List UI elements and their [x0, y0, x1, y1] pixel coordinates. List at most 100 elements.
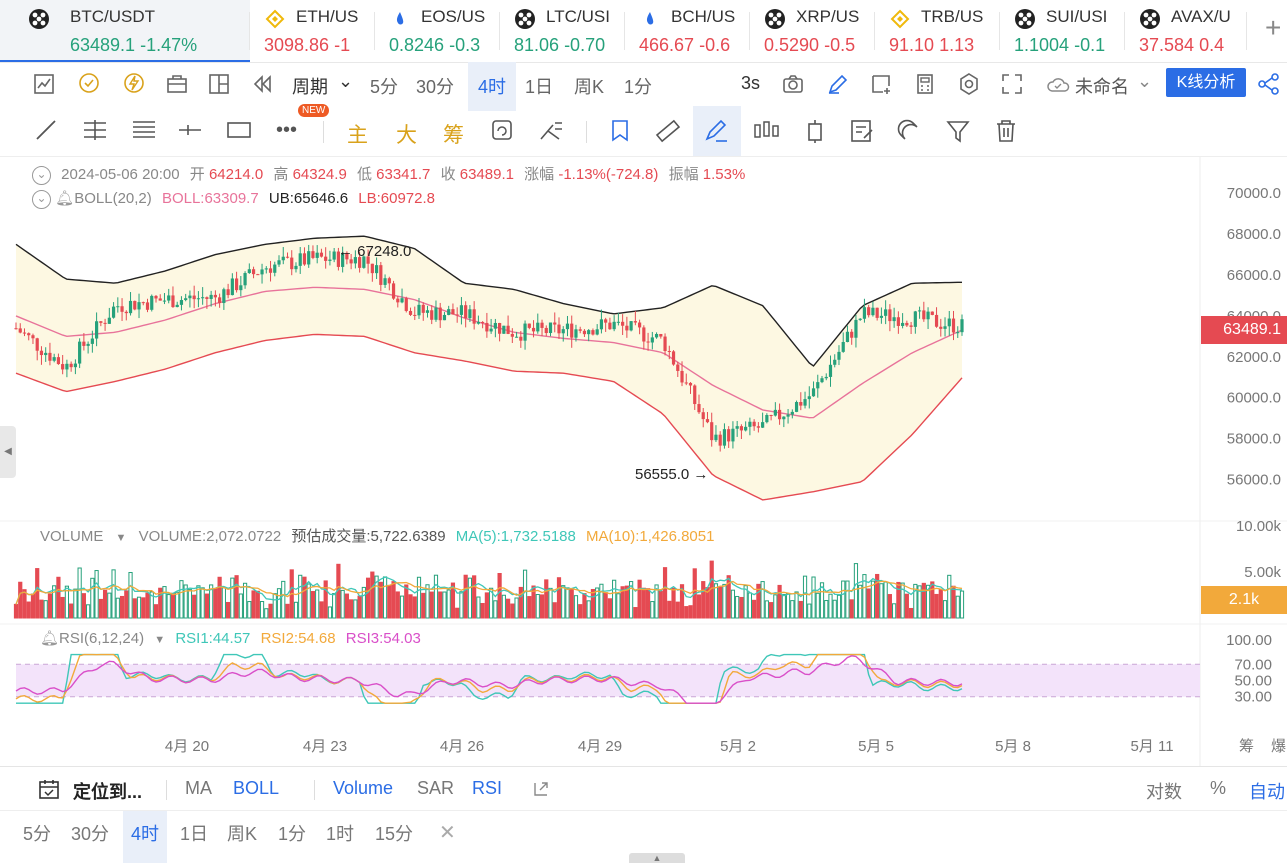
interval-3[interactable]: 1日 [525, 77, 554, 97]
trash-icon[interactable] [992, 117, 1020, 145]
single-candle-icon[interactable] [802, 117, 828, 145]
bottom-interval-3[interactable]: 1日 [180, 824, 209, 844]
camera-icon[interactable] [781, 72, 805, 96]
fullscreen-icon[interactable] [1000, 72, 1024, 96]
kline-chart[interactable]: 70000.068000.066000.064000.062000.060000… [0, 156, 1287, 766]
volume-toggle[interactable]: Volume [333, 778, 394, 798]
refresh-rate[interactable]: 3s [741, 73, 761, 93]
candle-body [642, 327, 646, 342]
more-tools-icon[interactable]: ••• [276, 119, 298, 141]
boll-name[interactable]: BOLL(20,2) [74, 190, 152, 207]
bottom-interval-7[interactable]: 15分 [375, 824, 414, 844]
horizontal-ray-icon[interactable] [176, 117, 204, 143]
external-link-icon[interactable] [532, 780, 550, 798]
line-chart-icon[interactable] [32, 72, 56, 96]
interval-0[interactable]: 5分 [370, 77, 399, 97]
ticker-price: 81.06 -0.70 [514, 35, 605, 56]
pencil-icon[interactable] [826, 72, 850, 96]
rsi-name[interactable]: RSI(6,12,24) [59, 630, 145, 647]
clock-indicator-icon[interactable] [77, 71, 101, 95]
ticker-item[interactable]: EOS/US 0.8246 -0.3 [375, 0, 500, 62]
rectangle-icon[interactable] [225, 117, 253, 143]
price-axis-label: 56000.0 [1227, 472, 1281, 489]
sidebar-toggle-icon[interactable]: ◀ [0, 426, 16, 478]
ticker-item[interactable]: ETH/US 3098.86 -1 [250, 0, 375, 62]
candle-tool-icon[interactable] [751, 117, 781, 145]
bottom-interval-1[interactable]: 30分 [71, 824, 110, 844]
bookmark-icon[interactable] [607, 117, 635, 145]
candle-body [78, 341, 82, 364]
briefcase-icon[interactable] [165, 72, 189, 96]
volume-bar [730, 589, 736, 619]
calculator-icon[interactable] [913, 72, 937, 96]
settings-icon[interactable] [957, 72, 981, 96]
rewind-icon[interactable] [251, 72, 275, 96]
ticker-item[interactable]: SUI/USI 1.1004 -0.1 [1000, 0, 1125, 62]
brush-icon[interactable] [702, 117, 730, 145]
ticker-item[interactable]: TRB/US 91.10 1.13 [875, 0, 1000, 62]
collapse-boll-icon[interactable]: ⌄ [32, 189, 51, 209]
bottom-interval-4[interactable]: 周K [227, 824, 258, 844]
edit-note-icon[interactable] [848, 117, 876, 145]
lightning-icon[interactable] [122, 71, 146, 95]
ruler-icon[interactable] [654, 117, 682, 145]
chevron-down-icon[interactable]: ⌄ [338, 71, 354, 91]
share-icon[interactable] [1256, 71, 1282, 97]
percent-scale-toggle[interactable]: % [1210, 778, 1227, 798]
interval-5[interactable]: 1分 [624, 77, 653, 97]
ticker-item[interactable]: AVAX/U 37.584 0.4 [1125, 0, 1247, 62]
cloud-icon[interactable] [1045, 73, 1071, 95]
volume-bar [489, 587, 494, 619]
ma-toggle[interactable]: MA [185, 778, 212, 798]
layout-name[interactable]: 未命名 [1075, 77, 1129, 97]
parallel-lines-icon[interactable] [81, 117, 109, 143]
bottom-interval-0[interactable]: 5分 [23, 824, 52, 844]
calendar-icon[interactable] [37, 777, 61, 801]
eos-icon [389, 8, 411, 30]
main-force-button[interactable]: 主 [347, 124, 368, 147]
expand-panel-icon[interactable]: ▲ [629, 853, 685, 863]
interval-1[interactable]: 30分 [416, 77, 455, 97]
chip-button[interactable]: 筹 [443, 124, 464, 147]
rsi-dropdown-icon[interactable]: ▼ [154, 634, 166, 646]
bottom-interval-2[interactable]: 4时 [123, 811, 168, 863]
trend-line-icon[interactable] [33, 117, 59, 143]
horizontal-lines-icon[interactable] [130, 117, 158, 143]
replay-icon[interactable] [489, 117, 515, 143]
boll-toggle[interactable]: BOLL [233, 778, 280, 798]
add-window-icon[interactable] [869, 72, 893, 96]
rsi-toggle[interactable]: RSI [472, 778, 503, 798]
collapse-legend-icon[interactable]: ⌄ [32, 165, 51, 185]
add-ticker-icon[interactable]: + [1265, 12, 1282, 43]
locate-button[interactable]: 定位到... [73, 782, 143, 802]
alarm-bell-icon[interactable]: 🔔︎ [55, 190, 75, 207]
volume-bar [620, 586, 625, 619]
layout-icon[interactable] [207, 72, 231, 96]
interval-4[interactable]: 周K [574, 77, 605, 97]
volume-name[interactable]: VOLUME [40, 528, 104, 545]
ticker-item[interactable]: BCH/US 466.67 -0.6 [625, 0, 750, 62]
volume-bar [781, 594, 786, 619]
period-selector[interactable]: 周期 [292, 77, 328, 97]
candle-body [82, 341, 86, 346]
rsi-bell-icon[interactable]: 🔔︎ [40, 630, 60, 647]
close-icon[interactable]: ✕ [439, 822, 456, 844]
ticker-price: 466.67 -0.6 [639, 35, 730, 56]
interval-2[interactable]: 4时 [468, 62, 517, 111]
big-order-button[interactable]: 大 [396, 124, 417, 147]
kline-analysis-button[interactable]: K线分析 [1166, 68, 1246, 97]
layout-chevron-icon[interactable]: ⌄ [1137, 71, 1153, 91]
volume-dropdown-icon[interactable]: ▼ [115, 532, 127, 544]
magnet-icon[interactable] [895, 117, 923, 145]
ticker-item[interactable]: LTC/USI 81.06 -0.70 [500, 0, 625, 62]
bottom-interval-5[interactable]: 1分 [278, 824, 307, 844]
filter-icon[interactable] [944, 117, 972, 145]
bottom-interval-6[interactable]: 1时 [326, 824, 355, 844]
ticker-item[interactable]: XRP/US 0.5290 -0.5 [750, 0, 875, 62]
log-scale-toggle[interactable]: 对数 [1146, 782, 1182, 802]
sar-toggle[interactable]: SAR [417, 778, 455, 798]
chart-canvas[interactable]: 70000.068000.066000.064000.062000.060000… [0, 156, 1287, 766]
auto-scale-toggle[interactable]: 自动 [1249, 782, 1285, 802]
ticker-item[interactable]: BTC/USDT 63489.1 -1.47% [0, 0, 250, 62]
measure-icon[interactable] [537, 117, 565, 143]
